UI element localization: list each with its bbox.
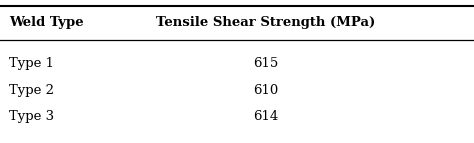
Text: Tensile Shear Strength (MPa): Tensile Shear Strength (MPa) — [156, 16, 375, 29]
Text: 615: 615 — [253, 57, 278, 70]
Text: Type 2: Type 2 — [9, 84, 55, 97]
Text: Type 1: Type 1 — [9, 57, 55, 70]
Text: 614: 614 — [253, 110, 278, 123]
Text: Weld Type: Weld Type — [9, 16, 84, 29]
Text: 610: 610 — [253, 84, 278, 97]
Text: Type 3: Type 3 — [9, 110, 55, 123]
